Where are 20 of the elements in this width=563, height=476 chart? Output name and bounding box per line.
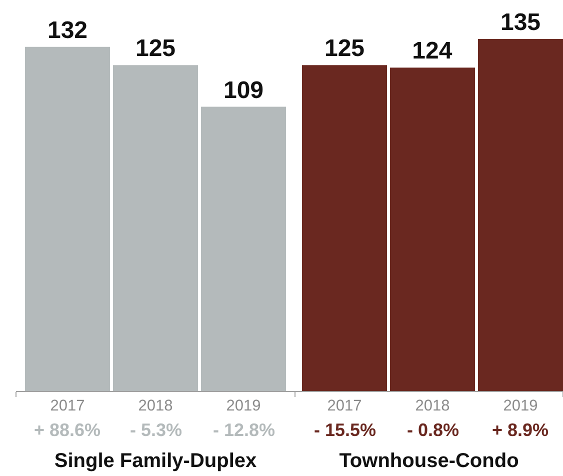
x-tick-label: 2019 <box>503 398 538 415</box>
text: + 88.6% <box>34 420 101 440</box>
x-tick-label: 2017 <box>327 398 362 415</box>
data-label: 124 <box>412 38 453 65</box>
data-label: 125 <box>324 35 365 62</box>
text: Single Family-Duplex <box>54 450 257 472</box>
text: - 15.5% <box>314 420 376 440</box>
x-tick-label: 2018 <box>415 398 450 415</box>
text: + 8.9% <box>492 420 549 440</box>
x-tick-label: 2017 <box>50 398 85 415</box>
text: - 5.3% <box>130 420 182 440</box>
data-label: 125 <box>135 35 176 62</box>
text: - 0.8% <box>407 420 460 440</box>
data-label: 135 <box>500 9 541 36</box>
text: - 12.8% <box>213 420 276 440</box>
data-label: 109 <box>223 76 264 104</box>
x-tick-label: 2018 <box>138 398 173 415</box>
x-tick-label: 2019 <box>226 398 261 415</box>
text: Townhouse-Condo <box>339 450 519 472</box>
data-label: 132 <box>47 16 88 44</box>
